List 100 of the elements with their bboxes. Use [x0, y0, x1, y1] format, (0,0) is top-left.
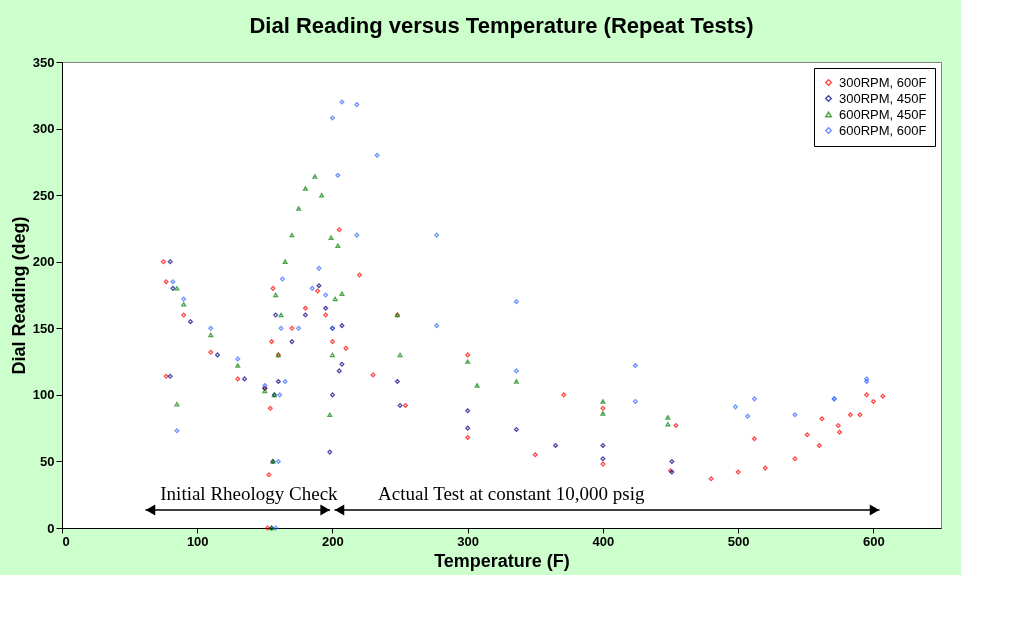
- point: [302, 186, 308, 191]
- point: [880, 393, 886, 399]
- legend-label: 600RPM, 600F: [839, 122, 927, 138]
- point: [266, 472, 272, 478]
- point: [465, 352, 471, 358]
- point: [708, 476, 714, 482]
- point: [327, 449, 333, 455]
- y-tick-label: 300: [32, 121, 55, 137]
- point: [792, 412, 798, 418]
- point: [397, 352, 403, 358]
- point: [282, 379, 288, 385]
- point: [847, 412, 853, 418]
- point: [339, 323, 345, 329]
- point: [278, 325, 284, 331]
- point: [513, 368, 519, 374]
- point: [339, 291, 345, 296]
- point: [315, 288, 321, 294]
- x-tick-label: 500: [727, 533, 750, 549]
- point: [323, 312, 329, 318]
- point: [669, 458, 675, 464]
- annotation: Actual Test at constant 10,000 psig: [378, 483, 645, 504]
- point: [270, 285, 276, 291]
- y-axis-title: Dial Reading (deg): [8, 216, 29, 375]
- point: [745, 413, 751, 419]
- point: [316, 265, 322, 271]
- point: [282, 259, 288, 264]
- x-tick-label: 300: [457, 533, 480, 549]
- point: [792, 456, 798, 462]
- point: [339, 361, 345, 367]
- point: [857, 412, 863, 418]
- legend-label: 300RPM, 600F: [839, 74, 927, 90]
- point: [170, 279, 176, 285]
- point: [837, 429, 843, 435]
- y-tick-label: 150: [32, 320, 55, 336]
- point: [804, 432, 810, 438]
- y-tick-label: 100: [32, 387, 55, 403]
- point: [532, 452, 538, 458]
- point: [751, 396, 757, 402]
- x-tick-label: 100: [186, 533, 209, 549]
- point: [181, 302, 187, 307]
- point: [354, 102, 360, 108]
- point: [208, 349, 214, 355]
- point: [167, 373, 173, 379]
- point: [181, 312, 187, 318]
- point: [208, 332, 214, 338]
- point: [323, 292, 329, 298]
- point: [289, 339, 295, 345]
- point: [316, 283, 322, 289]
- point: [465, 359, 471, 364]
- point: [235, 356, 241, 362]
- point: [302, 305, 308, 311]
- point: [329, 392, 335, 398]
- y-tick-label: 50: [40, 453, 55, 469]
- x-tick-label: 600: [863, 533, 885, 549]
- point: [160, 259, 166, 265]
- point: [174, 286, 180, 291]
- point: [762, 465, 768, 471]
- y-tick-label: 0: [47, 520, 55, 536]
- point: [600, 399, 606, 404]
- point: [356, 272, 363, 278]
- point: [273, 312, 279, 318]
- point: [335, 243, 341, 249]
- legend-label: 300RPM, 450F: [839, 90, 927, 106]
- point: [336, 227, 342, 233]
- chart-title: Dial Reading versus Temperature (Repeat Tests): [249, 13, 754, 38]
- point: [465, 434, 471, 440]
- point: [174, 428, 180, 434]
- point: [323, 305, 329, 311]
- point: [474, 383, 480, 388]
- x-tick-label: 400: [592, 533, 615, 549]
- point: [600, 405, 606, 411]
- point: [336, 368, 342, 374]
- y-tick-label: 350: [32, 54, 55, 70]
- point: [732, 404, 738, 410]
- point: [816, 442, 822, 448]
- point: [397, 402, 403, 409]
- point: [600, 411, 606, 416]
- point: [329, 115, 335, 121]
- point: [343, 345, 349, 351]
- point: [163, 279, 169, 285]
- point: [513, 299, 519, 305]
- point: [673, 422, 679, 428]
- point: [275, 458, 281, 464]
- point: [335, 172, 341, 178]
- x-tick-label: 200: [322, 533, 344, 549]
- point: [167, 259, 173, 265]
- y-tick-label: 250: [32, 187, 55, 203]
- y-tick-label: 200: [32, 254, 55, 270]
- point: [513, 379, 519, 384]
- point: [296, 206, 302, 211]
- point: [235, 363, 241, 368]
- point: [181, 296, 187, 302]
- point: [170, 285, 176, 291]
- point: [214, 352, 221, 358]
- point: [434, 232, 440, 238]
- point: [465, 425, 471, 431]
- point: [465, 408, 471, 414]
- x-tick-label: 0: [62, 533, 70, 549]
- point: [312, 174, 318, 179]
- point: [751, 436, 757, 442]
